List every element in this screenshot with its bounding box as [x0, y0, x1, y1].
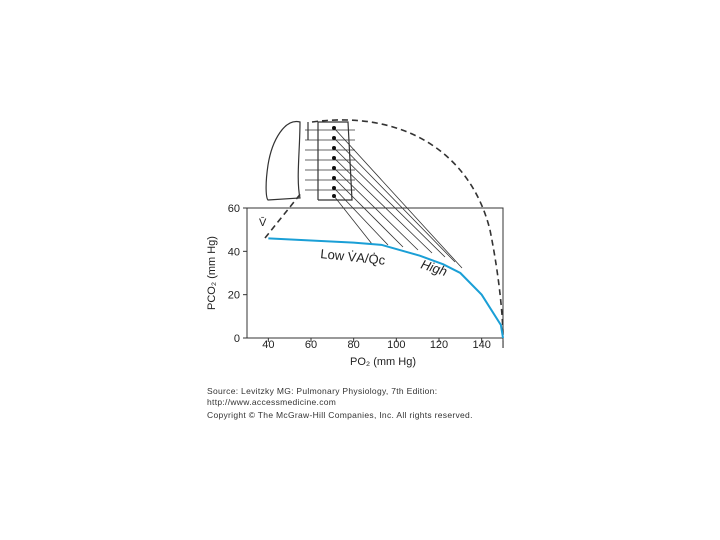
- x-tick-label: 40: [262, 339, 274, 351]
- y-axis-label: PCO₂ (mm Hg): [206, 236, 218, 310]
- source-line: http://www.accessmedicine.com: [207, 397, 336, 407]
- copyright: Copyright © The McGraw-Hill Companies, I…: [207, 410, 473, 420]
- x-tick-label: I: [501, 339, 504, 351]
- x-tick-label: 100: [387, 339, 405, 351]
- y-tick-label: 40: [228, 246, 240, 258]
- x-tick-label: 80: [348, 339, 360, 351]
- x-tick-label: 120: [430, 339, 448, 351]
- x-axis-label: PO₂ (mm Hg): [350, 356, 416, 368]
- plot-frame: [246, 207, 504, 339]
- source-line: Source: Levitzky MG: Pulmonary Physiolog…: [207, 386, 437, 396]
- annotation: V̄: [259, 216, 267, 229]
- y-tick-label: 0: [234, 333, 240, 345]
- x-tick-label: 60: [305, 339, 317, 351]
- annotation: Low V̇A/Q̇c: [320, 246, 387, 268]
- x-tick-label: 140: [472, 339, 490, 351]
- lung-illustration: [264, 119, 504, 339]
- y-tick-label: 20: [228, 290, 240, 302]
- y-tick-label: 60: [228, 203, 240, 215]
- va-q-curve: [268, 237, 504, 339]
